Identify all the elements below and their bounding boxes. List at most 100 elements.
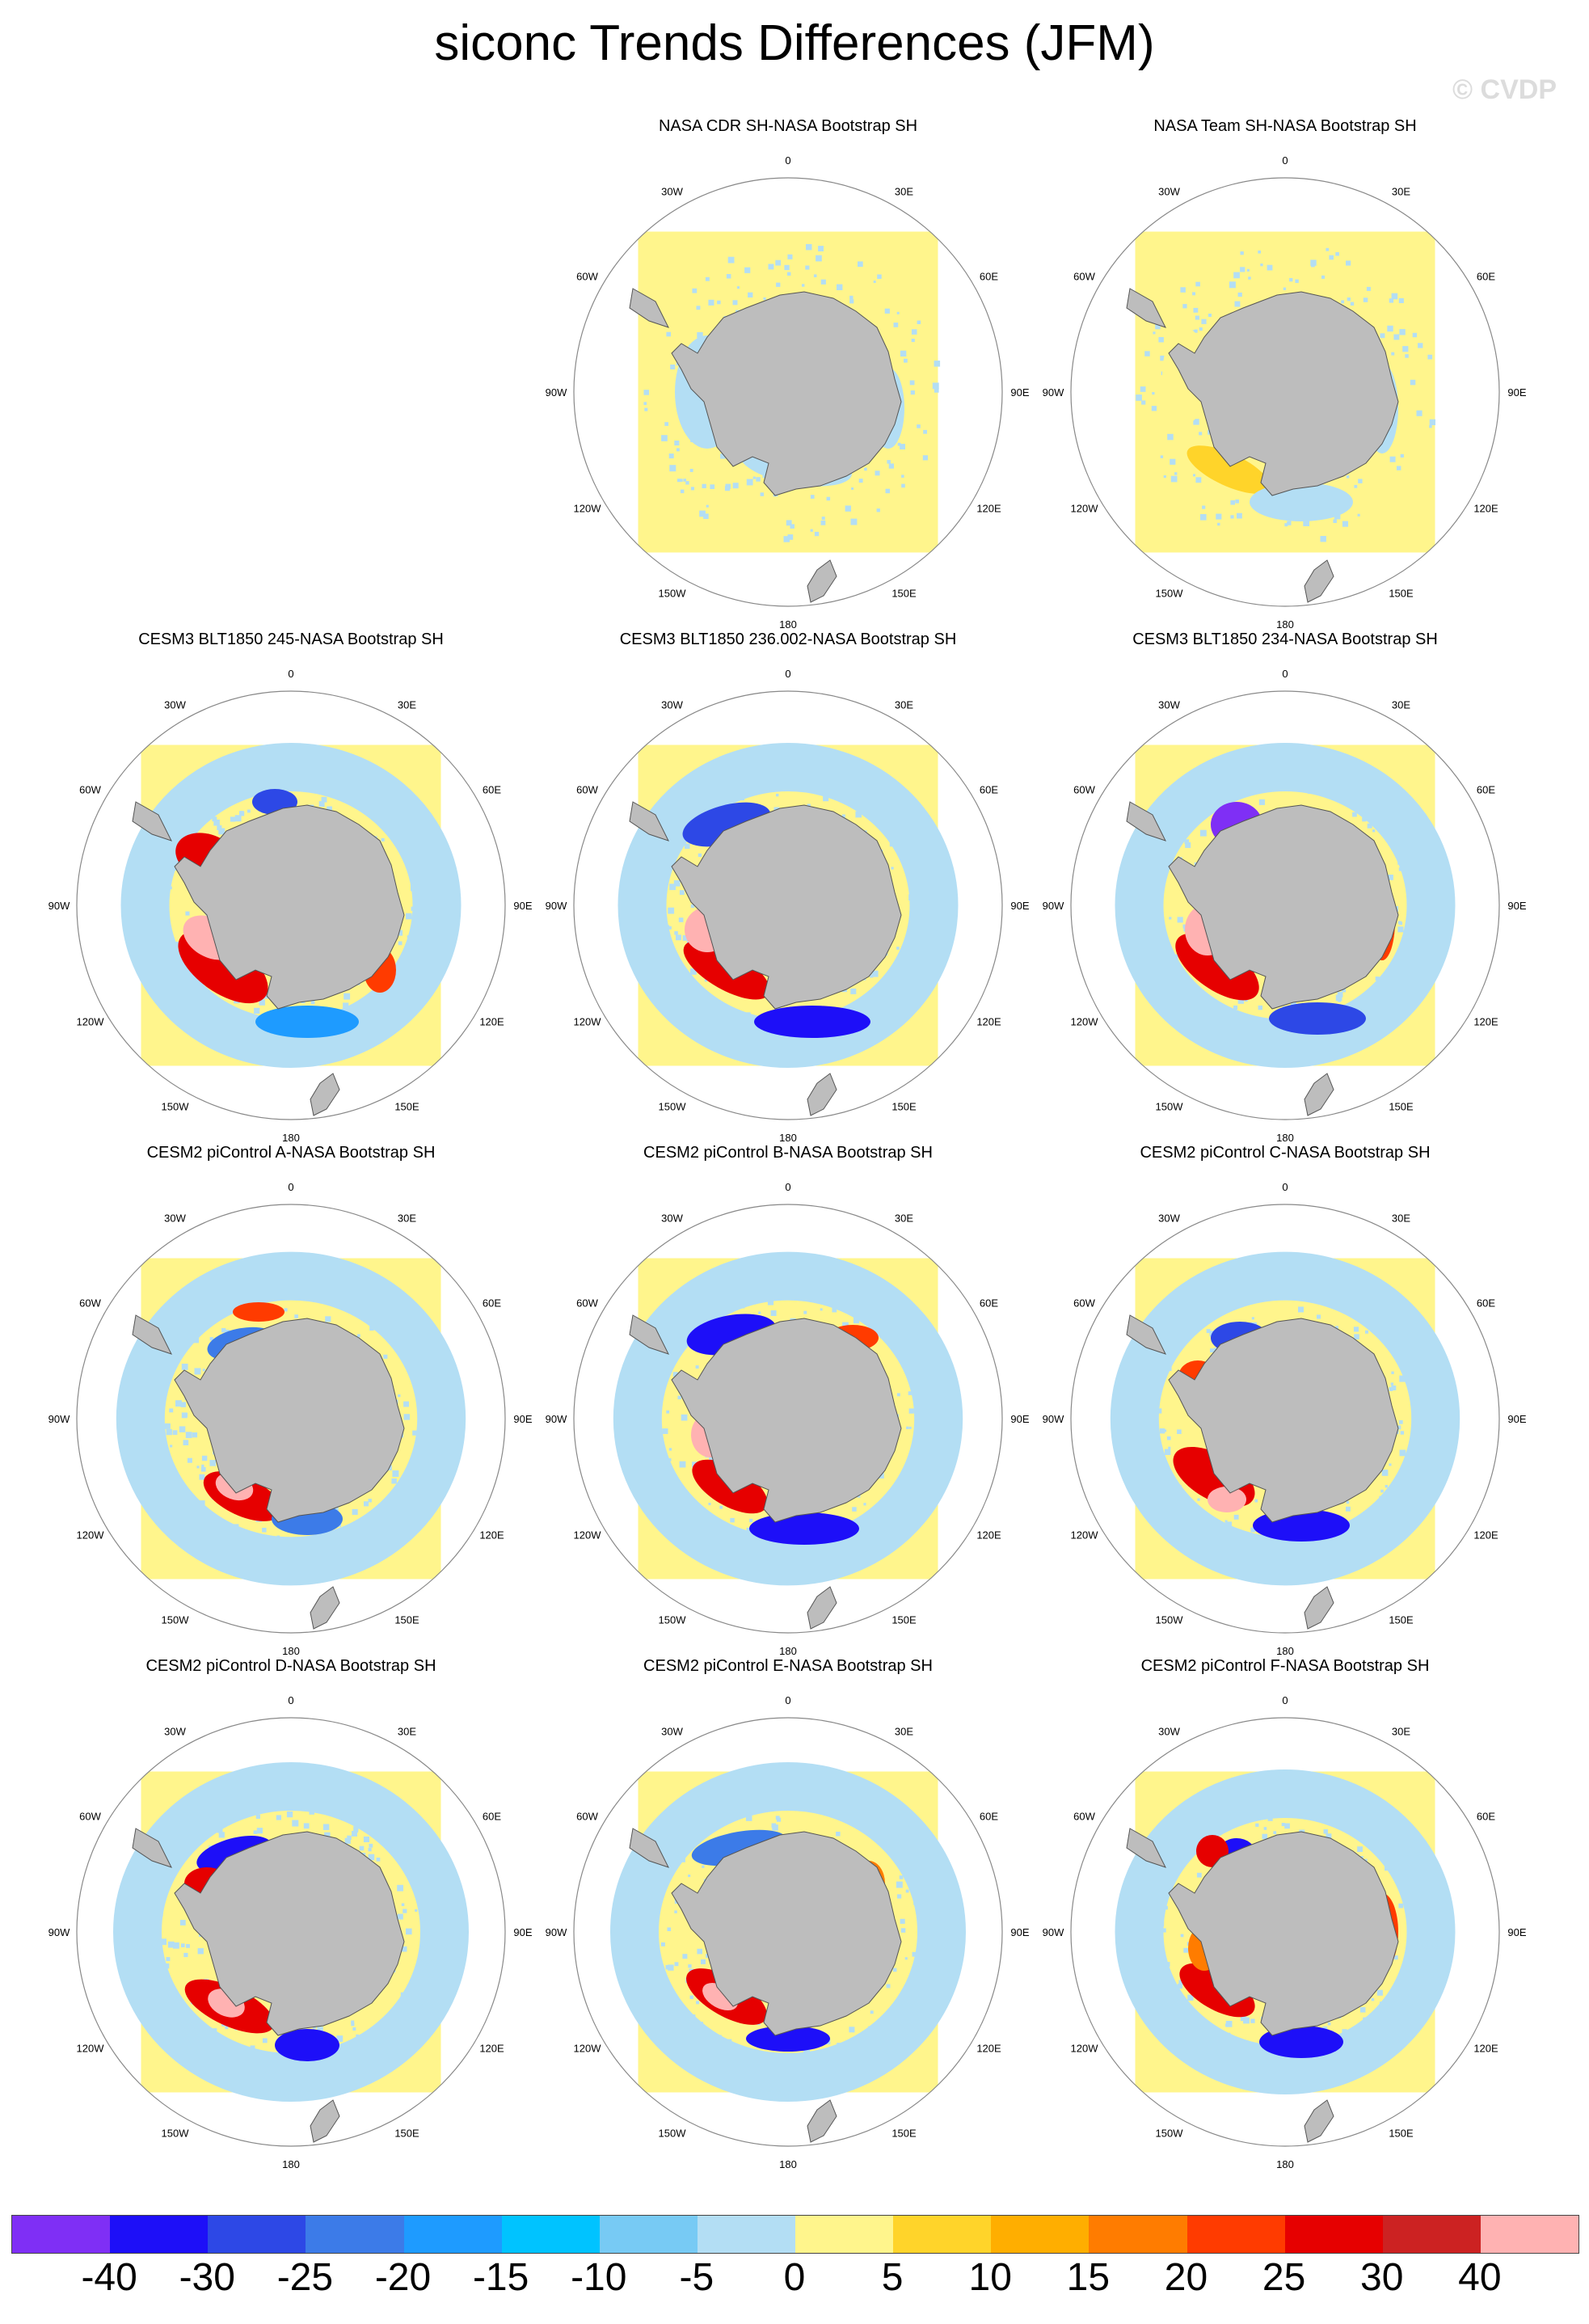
anomaly-speckle bbox=[703, 513, 709, 519]
longitude-label: 30W bbox=[1158, 1213, 1180, 1225]
anomaly-speckle bbox=[708, 1503, 711, 1506]
anomaly-speckle bbox=[412, 1430, 418, 1436]
anomaly-speckle bbox=[877, 274, 882, 279]
antarctica-land bbox=[671, 291, 902, 496]
longitude-label: 150E bbox=[891, 588, 917, 600]
trend-anomaly-region bbox=[1259, 2026, 1343, 2058]
anomaly-speckle bbox=[209, 1337, 213, 1341]
colorbar-tick-label: 15 bbox=[1066, 2256, 1111, 2299]
anomaly-speckle bbox=[403, 1401, 409, 1407]
anomaly-speckle bbox=[1160, 355, 1165, 361]
anomaly-speckle bbox=[1346, 475, 1350, 479]
anomaly-speckle bbox=[1167, 433, 1174, 441]
anomaly-speckle bbox=[1389, 456, 1396, 462]
anomaly-speckle bbox=[668, 453, 674, 459]
colorbar-box bbox=[12, 2216, 111, 2253]
anomaly-speckle bbox=[1235, 499, 1239, 504]
anomaly-speckle bbox=[1254, 1499, 1258, 1503]
anomaly-speckle bbox=[871, 970, 879, 977]
anomaly-speckle bbox=[383, 1354, 388, 1359]
anomaly-speckle bbox=[201, 1464, 204, 1468]
anomaly-speckle bbox=[786, 520, 792, 526]
anomaly-speckle bbox=[1206, 1329, 1211, 1334]
anomaly-speckle bbox=[816, 255, 822, 262]
panel-title: CESM2 piControl A-NASA Bootstrap SH bbox=[146, 1144, 436, 1162]
polar-map: 0 30E 60E 90E 120E 150E 180 150W 120W 90W 60W 30W bbox=[48, 1694, 533, 2170]
antarctica-land bbox=[174, 1831, 405, 2036]
anomaly-speckle bbox=[1225, 2021, 1233, 2027]
anomaly-speckle bbox=[692, 288, 698, 293]
longitude-label: 180 bbox=[779, 1132, 797, 1144]
anomaly-speckle bbox=[1193, 419, 1199, 425]
anomaly-speckle bbox=[744, 267, 751, 273]
longitude-label: 150E bbox=[891, 2128, 917, 2140]
anomaly-speckle bbox=[887, 460, 891, 464]
longitude-label: 60E bbox=[980, 1297, 998, 1310]
longitude-label: 30E bbox=[1392, 1213, 1410, 1225]
new-zealand-land bbox=[807, 559, 837, 603]
new-zealand-land bbox=[807, 1073, 837, 1116]
anomaly-speckle bbox=[905, 1889, 909, 1893]
figure-title: siconc Trends Differences (JFM) bbox=[434, 15, 1155, 71]
anomaly-speckle bbox=[736, 286, 740, 289]
anomaly-speckle bbox=[732, 483, 739, 489]
trend-anomaly-region bbox=[746, 2026, 830, 2052]
colorbar-tick-label: 25 bbox=[1262, 2256, 1306, 2299]
anomaly-speckle bbox=[826, 496, 831, 501]
colorbar-tick-label: 20 bbox=[1164, 2256, 1208, 2299]
anomaly-speckle bbox=[1196, 1872, 1202, 1878]
anomaly-speckle bbox=[356, 2034, 359, 2038]
anomaly-speckle bbox=[1342, 521, 1348, 527]
polar-map: 0 30E 60E 90E 120E 150E 180 150W 120W 90W 60W 30W bbox=[546, 1181, 1030, 1657]
anomaly-speckle bbox=[1260, 264, 1263, 267]
anomaly-speckle bbox=[904, 358, 908, 363]
anomaly-speckle bbox=[910, 390, 915, 395]
colorbar-box bbox=[1186, 2216, 1285, 2253]
anomaly-speckle bbox=[1418, 343, 1423, 348]
anomaly-speckle bbox=[359, 1845, 365, 1851]
anomaly-speckle bbox=[1400, 1431, 1405, 1435]
longitude-label: 90E bbox=[1010, 386, 1029, 399]
anomaly-speckle bbox=[837, 284, 843, 290]
anomaly-speckle bbox=[897, 442, 901, 446]
map-boundary bbox=[1070, 1717, 1500, 2147]
anomaly-speckle bbox=[666, 1410, 670, 1414]
longitude-label: 90W bbox=[1043, 1926, 1064, 1938]
colorbar-box bbox=[991, 2216, 1090, 2253]
longitude-label: 150E bbox=[1389, 2128, 1414, 2140]
longitude-label: 30W bbox=[1158, 186, 1180, 198]
anomaly-speckle bbox=[166, 1957, 171, 1961]
anomaly-speckle bbox=[212, 816, 217, 822]
anomaly-speckle bbox=[896, 1881, 903, 1888]
anomaly-speckle bbox=[852, 1507, 857, 1512]
trend-anomaly-region bbox=[255, 1006, 359, 1038]
anomaly-speckle bbox=[679, 479, 683, 483]
anomaly-speckle bbox=[776, 282, 781, 287]
anomaly-speckle bbox=[1159, 1428, 1165, 1434]
anomaly-speckle bbox=[1258, 799, 1265, 805]
anomaly-speckle bbox=[356, 1334, 360, 1338]
longitude-label: 30W bbox=[164, 699, 186, 711]
anomaly-speckle bbox=[689, 469, 693, 472]
anomaly-speckle bbox=[364, 1501, 369, 1507]
longitude-label: 60E bbox=[980, 1811, 998, 1823]
anomaly-speckle bbox=[1199, 432, 1203, 436]
longitude-label: 120E bbox=[976, 2043, 1001, 2055]
anomaly-speckle bbox=[1246, 268, 1250, 272]
longitude-label: 30W bbox=[661, 1213, 683, 1225]
anomaly-speckle bbox=[1389, 1463, 1392, 1466]
anomaly-speckle bbox=[1400, 453, 1404, 458]
anomaly-speckle bbox=[1311, 263, 1315, 268]
anomaly-speckle bbox=[317, 2027, 323, 2033]
anomaly-speckle bbox=[166, 1429, 172, 1436]
anomaly-speckle bbox=[908, 1408, 914, 1414]
anomaly-speckle bbox=[284, 1308, 288, 1312]
anomaly-speckle bbox=[758, 1311, 761, 1314]
anomaly-speckle bbox=[303, 1823, 310, 1829]
empty-panel-slot bbox=[40, 117, 542, 635]
anomaly-speckle bbox=[746, 1527, 751, 1532]
map-panel: CESM2 piControl D-NASA Bootstrap SH 0 30E 6… bbox=[40, 1657, 542, 2174]
anomaly-speckle bbox=[904, 1957, 908, 1960]
map-panel: CESM2 piControl E-NASA Bootstrap SH 0 30E 6… bbox=[537, 1657, 1039, 2174]
anomaly-speckle bbox=[1380, 1489, 1384, 1493]
